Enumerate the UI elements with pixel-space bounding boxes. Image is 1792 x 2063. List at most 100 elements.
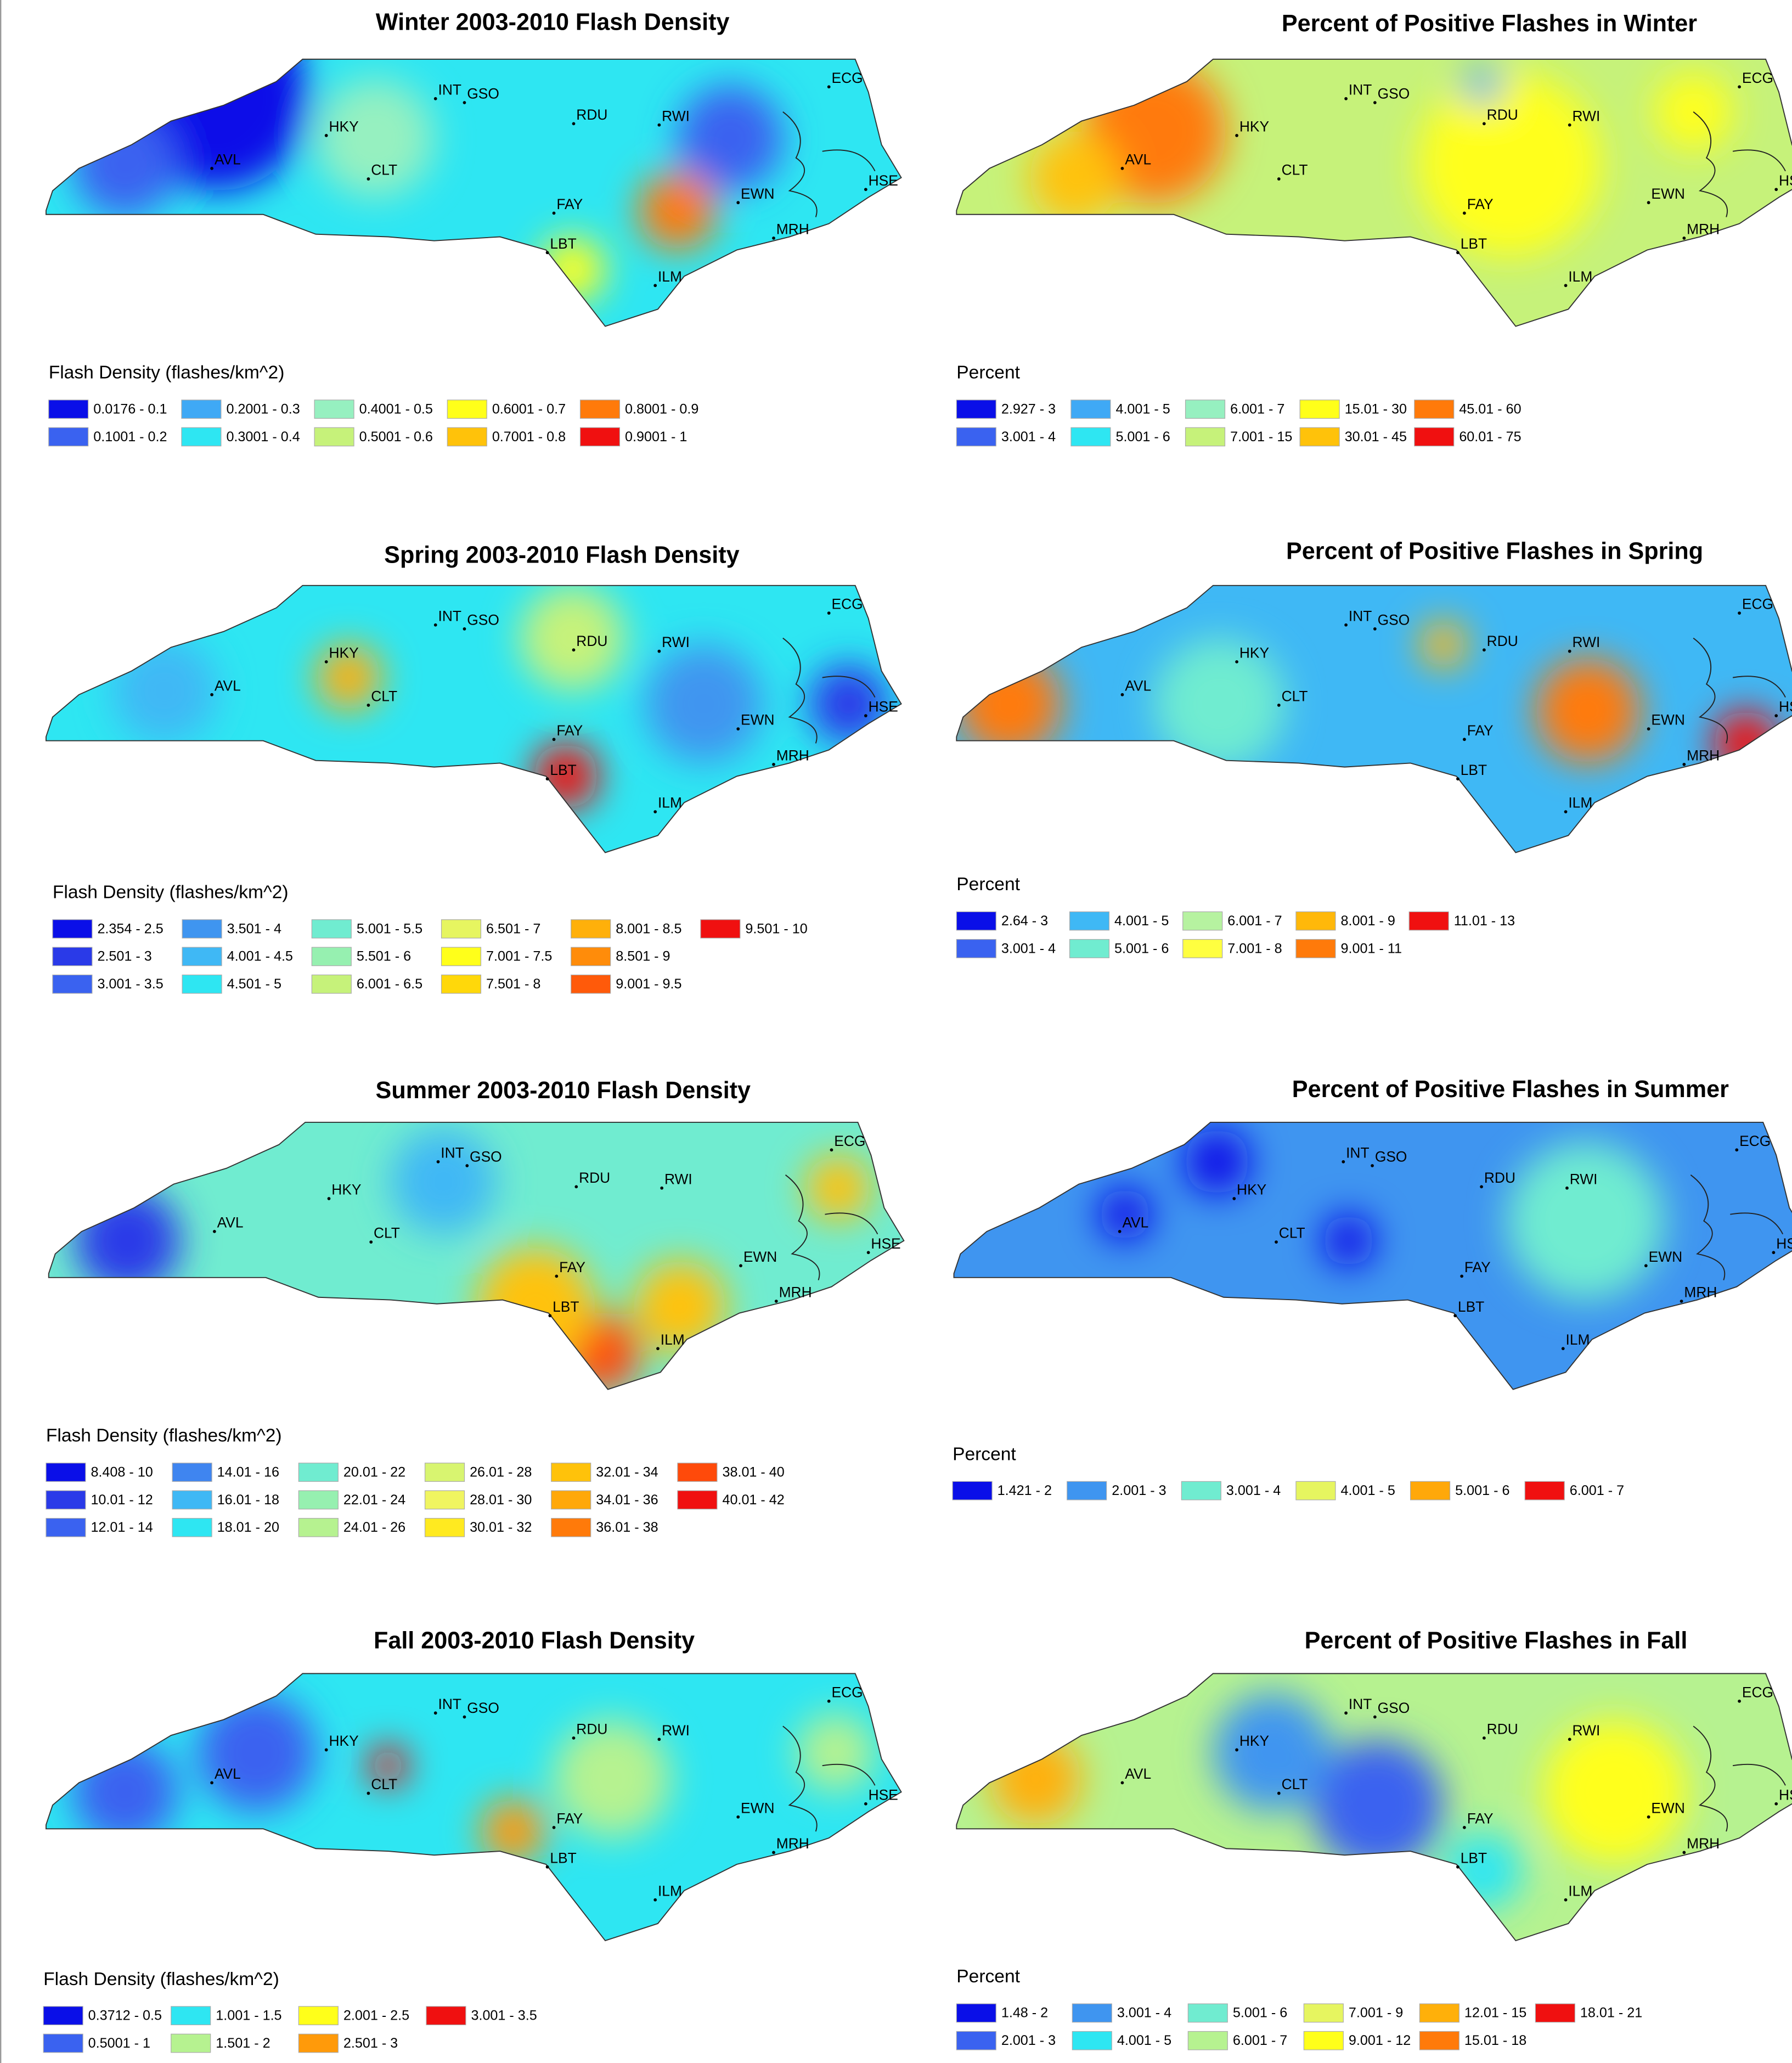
city-dot — [1774, 1802, 1778, 1806]
map-blob — [796, 1713, 875, 1792]
legend-swatch — [580, 428, 619, 446]
map-fill — [20, 7, 941, 362]
city-dot — [328, 1197, 331, 1200]
map: INTGSORDURWIHKYAVLCLTFAYEWNHSEMRHLBTILME… — [20, 7, 941, 362]
city-dot — [210, 167, 213, 170]
city-label: EWN — [741, 1800, 775, 1816]
legend-swatch — [298, 1463, 338, 1482]
city-dot — [656, 1347, 660, 1350]
legend-swatch — [571, 947, 611, 966]
map-blob — [316, 79, 435, 198]
legend-swatch — [43, 2006, 83, 2025]
legend-swatch — [49, 428, 88, 446]
legend-label: 15.01 - 30 — [1345, 401, 1407, 417]
legend-swatch — [53, 947, 92, 966]
city-dot — [434, 623, 437, 627]
map-blob — [1312, 1739, 1444, 1871]
city-label: EWN — [743, 1249, 777, 1265]
map-fill — [20, 559, 941, 888]
city-label: HKY — [329, 1733, 358, 1749]
city-dot — [1463, 738, 1466, 741]
city-label: RWI — [1573, 1722, 1601, 1739]
city-dot — [548, 1314, 551, 1317]
city-label: ECG — [834, 1133, 865, 1149]
legend-swatch — [1419, 2004, 1459, 2022]
legend-swatch — [425, 1491, 465, 1509]
legend-title: Percent — [953, 1444, 1016, 1464]
city-dot — [546, 777, 549, 780]
legend-label: 1.421 - 2 — [998, 1483, 1052, 1498]
city-label: ECG — [832, 70, 863, 86]
city-dot — [1235, 660, 1238, 664]
legend-label: 28.01 - 30 — [470, 1492, 532, 1508]
city-label: GSO — [1375, 1149, 1407, 1165]
legend-swatch — [172, 1519, 212, 1537]
city-label: GSO — [467, 86, 499, 102]
legend-swatch — [580, 400, 619, 419]
city-label: LBT — [1461, 762, 1487, 778]
legend-swatch — [312, 920, 351, 938]
legend-swatch — [1070, 940, 1109, 958]
legend-label: 5.501 - 6 — [357, 949, 411, 964]
legend-title: Percent — [956, 874, 1020, 895]
city-label: CLT — [371, 688, 397, 705]
legend-label: 8.408 - 10 — [91, 1464, 153, 1480]
legend-swatch — [1072, 2031, 1112, 2050]
city-dot — [1275, 1240, 1278, 1244]
map-blob — [1535, 658, 1641, 763]
map-blob — [1419, 621, 1467, 668]
city-dot — [772, 763, 775, 766]
map-blob — [989, 1733, 1081, 1825]
city-dot — [1235, 134, 1238, 137]
city-dot — [1647, 727, 1650, 730]
city-dot — [465, 1164, 469, 1167]
city-dot — [1121, 1781, 1124, 1784]
city-label: EWN — [1651, 185, 1685, 202]
city-label: ILM — [658, 795, 682, 811]
legend-label: 34.01 - 36 — [596, 1492, 658, 1508]
city-dot — [546, 1865, 549, 1869]
legend-swatch — [1411, 1481, 1450, 1500]
city-label: INT — [438, 81, 461, 98]
city-label: ILM — [1568, 1882, 1592, 1899]
legend-label: 38.01 - 40 — [722, 1464, 784, 1480]
panel: Fall 2003-2010 Flash DensityINTGSORDURWI… — [20, 1627, 941, 2053]
city-dot — [1680, 1300, 1683, 1303]
city-dot — [827, 1700, 831, 1703]
legend-label: 5.001 - 6 — [1233, 2005, 1287, 2021]
city-label: AVL — [215, 151, 241, 167]
legend-swatch — [1304, 2031, 1343, 2050]
panel-title: Summer 2003-2010 Flash Density — [376, 1077, 751, 1104]
panel: Spring 2003-2010 Flash DensityINTGSORDUR… — [20, 542, 941, 993]
legend-label: 9.001 - 9.5 — [616, 976, 681, 992]
city-label: MRH — [776, 1835, 809, 1852]
city-label: AVL — [215, 677, 241, 694]
city-label: RWI — [1570, 1171, 1598, 1187]
city-label: HSE — [871, 1235, 900, 1252]
legend-swatch — [953, 1481, 992, 1500]
legend-swatch — [1415, 428, 1454, 446]
city-dot — [653, 810, 657, 813]
city-dot — [736, 727, 740, 730]
legend-swatch — [1296, 940, 1335, 958]
legend-label: 9.501 - 10 — [745, 921, 807, 936]
city-label: HSE — [1779, 172, 1792, 189]
city-label: ECG — [832, 1684, 863, 1700]
city-dot — [1564, 284, 1568, 287]
legend-swatch — [571, 975, 611, 993]
legend-label: 0.9001 - 1 — [625, 429, 687, 445]
city-label: HKY — [329, 644, 358, 661]
map-blob — [1542, 1719, 1687, 1864]
city-label: ECG — [1742, 70, 1773, 86]
city-label: RDU — [1487, 106, 1518, 123]
city-dot — [369, 1240, 373, 1244]
city-label: HKY — [329, 119, 358, 135]
legend-swatch — [171, 2034, 211, 2053]
panel-title: Fall 2003-2010 Flash Density — [374, 1627, 695, 1654]
legend-label: 3.001 - 3.5 — [471, 2008, 537, 2023]
city-label: EWN — [1649, 1249, 1683, 1265]
map-blob — [1463, 66, 1503, 105]
city-dot — [553, 738, 556, 741]
city-label: MRH — [1687, 221, 1720, 238]
city-dot — [1460, 1275, 1463, 1278]
